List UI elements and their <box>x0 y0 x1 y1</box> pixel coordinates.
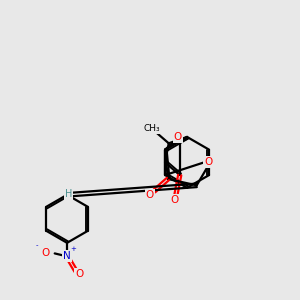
Text: O: O <box>171 195 179 205</box>
Text: O: O <box>75 269 83 279</box>
Text: N: N <box>63 251 71 261</box>
Text: O: O <box>41 248 49 258</box>
Text: O: O <box>204 157 212 167</box>
Text: H: H <box>65 189 73 199</box>
Text: O: O <box>146 190 154 200</box>
Text: O: O <box>174 132 182 142</box>
Text: -: - <box>36 243 38 249</box>
Text: CH₃: CH₃ <box>143 124 160 133</box>
Text: +: + <box>70 246 76 252</box>
